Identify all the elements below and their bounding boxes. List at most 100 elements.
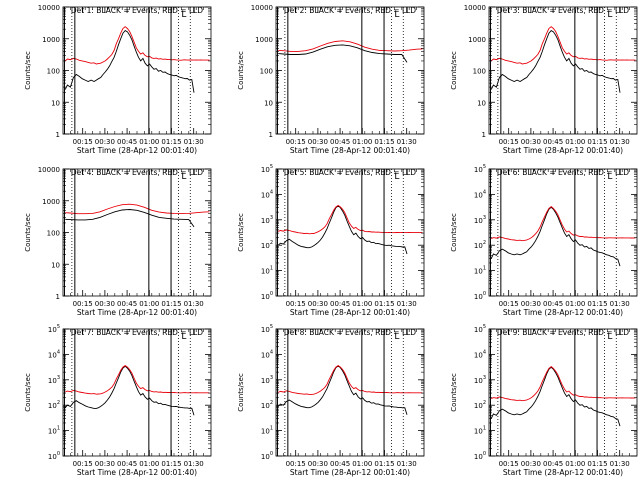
lld-series-line <box>278 204 423 235</box>
lld-series-line <box>64 26 210 65</box>
y-tick-label: 102 <box>261 400 273 410</box>
y-tick-exponent: 5 <box>483 164 486 170</box>
y-tick-base: 10 <box>474 217 483 225</box>
x-tick-label: 00:15 <box>73 460 93 468</box>
x-tick-label: 00:45 <box>117 138 137 146</box>
y-tick-label: 101 <box>474 266 486 276</box>
x-tick-label: 01:15 <box>587 460 607 468</box>
y-tick-label: 100 <box>473 68 486 76</box>
x-tick-label: 01:00 <box>565 300 585 308</box>
x-tick-label: 01:15 <box>587 138 607 146</box>
y-tick-label: 1 <box>269 131 273 139</box>
y-tick-exponent: 2 <box>483 240 486 246</box>
chart-title: Det 7: BLACK = Events, RED = LLD <box>71 328 203 337</box>
x-tick-label: 00:30 <box>521 460 541 468</box>
events-series-line <box>64 30 195 93</box>
x-tick-label: 01:15 <box>161 138 181 146</box>
y-axis-label: Counts/sec <box>24 51 32 90</box>
y-tick-base: 10 <box>474 428 483 436</box>
plot-frame <box>488 168 638 297</box>
x-tick-label: 00:15 <box>73 138 93 146</box>
y-tick-label: 1 <box>56 293 60 301</box>
x-tick-label: 00:45 <box>330 300 350 308</box>
y-tick-exponent: 1 <box>57 426 60 432</box>
y-tick-exponent: 4 <box>483 349 486 355</box>
y-tick-exponent: 4 <box>483 189 486 195</box>
x-axis-label: Start Time (28-Apr-12 00:01:40) <box>77 308 197 317</box>
y-tick-label: 101 <box>261 426 273 436</box>
y-tick-base: 10 <box>474 402 483 410</box>
y-tick-exponent: 5 <box>483 324 486 330</box>
x-tick-label: 01:30 <box>184 460 204 468</box>
y-tick-base: 10 <box>261 428 270 436</box>
y-tick-label: 102 <box>474 240 486 250</box>
corner-marker-label: L <box>607 10 612 20</box>
y-axis-label: Counts/sec <box>450 51 458 90</box>
y-tick-label: 1 <box>482 131 486 139</box>
y-tick-exponent: 5 <box>57 324 60 330</box>
y-tick-base: 10 <box>474 377 483 385</box>
chart-title: Det 1: BLACK = Events, RED = LLD <box>71 6 203 15</box>
y-tick-base: 10 <box>48 428 57 436</box>
y-tick-exponent: 0 <box>483 291 486 297</box>
x-axis-label: Start Time (28-Apr-12 00:01:40) <box>290 308 410 317</box>
y-axis-label: Counts/sec <box>450 213 458 252</box>
x-tick-label: 01:00 <box>139 460 159 468</box>
x-tick-label: 01:00 <box>565 138 585 146</box>
y-tick-exponent: 1 <box>483 426 486 432</box>
y-tick-exponent: 5 <box>270 164 273 170</box>
chart-panel-det3: 1 10 100 1000 10000 00:15 00:30 00:45 01:00 01:15… <box>450 4 638 155</box>
chart-title: Det 8: BLACK = Events, RED = LLD <box>284 328 416 337</box>
corner-marker-label: L <box>607 172 612 182</box>
y-tick-base: 10 <box>474 351 483 359</box>
x-tick-label: 01:00 <box>565 460 585 468</box>
x-tick-label: 00:15 <box>73 300 93 308</box>
y-tick-base: 10 <box>261 293 270 301</box>
x-tick-label: 01:15 <box>374 300 394 308</box>
y-tick-base: 10 <box>474 268 483 276</box>
x-tick-label: 01:15 <box>161 300 181 308</box>
chart-title: Det 2: BLACK = Events, RED = LLD <box>284 6 416 15</box>
x-tick-label: 00:30 <box>95 138 115 146</box>
x-tick-label: 01:30 <box>397 460 417 468</box>
x-tick-label: 01:00 <box>352 460 372 468</box>
corner-marker-label: L <box>394 172 399 182</box>
x-tick-label: 01:30 <box>184 138 204 146</box>
x-tick-label: 01:00 <box>352 138 372 146</box>
y-tick-exponent: 0 <box>270 451 273 457</box>
y-tick-label: 1000 <box>42 36 60 44</box>
chart-title: Det 4: BLACK = Events, RED = LLD <box>71 168 203 177</box>
y-tick-label: 103 <box>474 215 486 225</box>
chart-title: Det 5: BLACK = Events, RED = LLD <box>284 168 416 177</box>
y-tick-label: 10 <box>477 99 486 107</box>
events-series-line <box>64 365 195 416</box>
y-axis-label: Counts/sec <box>237 51 245 90</box>
x-tick-label: 00:45 <box>117 300 137 308</box>
y-tick-exponent: 0 <box>57 451 60 457</box>
y-axis-label: Counts/sec <box>237 373 245 412</box>
x-tick-label: 01:30 <box>610 138 630 146</box>
x-tick-label: 01:00 <box>352 300 372 308</box>
x-tick-label: 00:15 <box>286 300 306 308</box>
lld-series-line <box>65 203 210 215</box>
y-tick-label: 104 <box>261 189 273 199</box>
x-tick-label: 01:15 <box>374 138 394 146</box>
y-tick-base: 10 <box>261 402 270 410</box>
y-tick-base: 10 <box>474 326 483 334</box>
plot-frame <box>62 6 212 135</box>
y-tick-label: 100 <box>48 451 60 461</box>
y-tick-label: 103 <box>48 375 60 385</box>
lld-series-line <box>65 364 210 395</box>
y-tick-exponent: 5 <box>270 324 273 330</box>
events-series-line <box>490 206 621 267</box>
y-tick-base: 10 <box>261 268 270 276</box>
y-tick-label: 1000 <box>255 36 273 44</box>
events-series-line <box>490 366 621 427</box>
y-tick-label: 100 <box>260 68 273 76</box>
events-series-line <box>490 30 621 93</box>
y-tick-exponent: 2 <box>483 400 486 406</box>
lld-series-line <box>490 366 636 402</box>
y-tick-base: 10 <box>48 326 57 334</box>
x-tick-label: 00:30 <box>308 138 328 146</box>
